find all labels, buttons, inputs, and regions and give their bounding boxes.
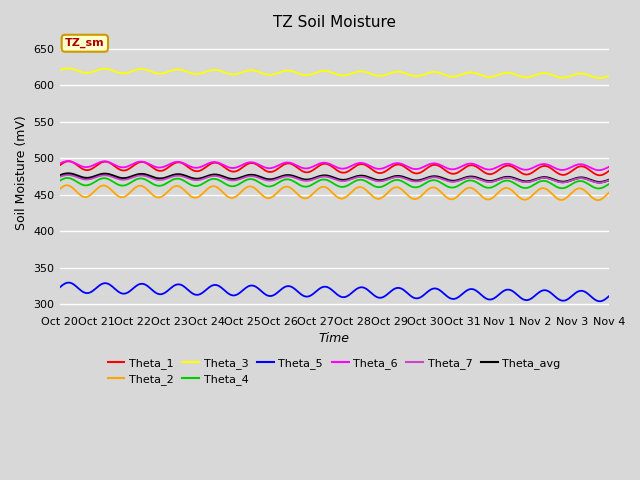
Theta_6 xyxy=(180,161,188,167)
Theta_7 xyxy=(234,177,241,183)
Theta_1 xyxy=(354,162,362,168)
Theta_1 xyxy=(234,168,241,174)
Theta_7 xyxy=(67,172,74,178)
Theta_2 xyxy=(84,193,92,199)
Theta_5 xyxy=(504,287,511,292)
Theta_avg xyxy=(180,173,188,179)
Theta_6 xyxy=(67,158,74,164)
Theta_4 xyxy=(56,178,63,184)
Theta_2 xyxy=(63,182,71,188)
Theta_6 xyxy=(605,164,612,170)
Line: Theta_6: Theta_6 xyxy=(60,161,609,170)
Theta_3 xyxy=(504,70,511,76)
Theta_1 xyxy=(180,161,188,167)
Theta_3 xyxy=(605,73,612,79)
Theta_2 xyxy=(180,187,188,193)
Line: Theta_2: Theta_2 xyxy=(60,185,609,200)
Theta_3 xyxy=(56,67,63,73)
Theta_4 xyxy=(504,178,511,183)
Theta_2 xyxy=(605,190,612,195)
Theta_3 xyxy=(354,69,362,74)
Theta_2 xyxy=(594,197,602,203)
Theta_3 xyxy=(64,65,72,71)
Theta_6 xyxy=(64,158,72,164)
Theta_avg xyxy=(67,171,74,177)
Theta_2 xyxy=(67,183,74,189)
Line: Theta_3: Theta_3 xyxy=(60,68,609,78)
Theta_6 xyxy=(595,168,603,173)
Text: TZ_sm: TZ_sm xyxy=(65,38,105,48)
Theta_avg xyxy=(56,173,63,179)
Theta_4 xyxy=(67,176,74,181)
Theta_4 xyxy=(63,175,71,181)
Theta_6 xyxy=(56,161,63,167)
Theta_1 xyxy=(605,168,612,174)
Theta_7 xyxy=(354,174,362,180)
Theta_4 xyxy=(84,182,92,188)
Theta_3 xyxy=(180,68,188,73)
Theta_5 xyxy=(596,299,604,304)
Theta_6 xyxy=(84,164,92,170)
Theta_7 xyxy=(84,177,92,182)
Theta_7 xyxy=(180,174,188,180)
Theta_5 xyxy=(65,280,72,286)
Theta_avg xyxy=(234,176,241,182)
Theta_1 xyxy=(596,172,604,178)
Theta_4 xyxy=(180,178,188,184)
Theta_4 xyxy=(234,182,241,188)
Theta_6 xyxy=(504,161,511,167)
Theta_2 xyxy=(234,192,241,198)
Theta_2 xyxy=(56,186,63,192)
Theta_1 xyxy=(65,158,72,164)
Theta_avg xyxy=(504,174,511,180)
Theta_7 xyxy=(64,172,72,178)
Theta_1 xyxy=(504,163,511,168)
Legend: Theta_1, Theta_2, Theta_3, Theta_4, Theta_5, Theta_6, Theta_7, Theta_avg: Theta_1, Theta_2, Theta_3, Theta_4, Thet… xyxy=(103,353,565,389)
Theta_7 xyxy=(605,178,612,183)
Theta_7 xyxy=(595,180,603,185)
Theta_5 xyxy=(56,285,63,290)
Theta_5 xyxy=(67,280,74,286)
Theta_3 xyxy=(234,71,241,77)
Line: Theta_4: Theta_4 xyxy=(60,178,609,189)
Theta_avg xyxy=(84,175,92,181)
Theta_5 xyxy=(605,293,612,299)
Theta_7 xyxy=(504,175,511,180)
Line: Theta_5: Theta_5 xyxy=(60,283,609,301)
Theta_5 xyxy=(180,284,188,289)
Theta_2 xyxy=(354,185,362,191)
Theta_avg xyxy=(605,177,612,183)
Theta_6 xyxy=(354,160,362,166)
Theta_avg xyxy=(596,180,604,185)
Theta_1 xyxy=(84,167,92,173)
Theta_3 xyxy=(84,70,92,76)
Theta_avg xyxy=(65,171,72,177)
Line: Theta_avg: Theta_avg xyxy=(60,174,609,182)
Theta_4 xyxy=(595,186,602,192)
Theta_4 xyxy=(354,177,362,183)
Theta_4 xyxy=(605,181,612,187)
X-axis label: Time: Time xyxy=(319,332,349,345)
Theta_6 xyxy=(234,164,241,170)
Line: Theta_7: Theta_7 xyxy=(60,175,609,182)
Theta_5 xyxy=(354,286,362,291)
Theta_7 xyxy=(56,174,63,180)
Theta_3 xyxy=(67,66,74,72)
Title: TZ Soil Moisture: TZ Soil Moisture xyxy=(273,15,396,30)
Theta_5 xyxy=(234,292,241,298)
Theta_2 xyxy=(504,185,511,191)
Line: Theta_1: Theta_1 xyxy=(60,161,609,175)
Theta_avg xyxy=(354,173,362,179)
Theta_3 xyxy=(595,75,603,81)
Theta_5 xyxy=(84,290,92,296)
Y-axis label: Soil Moisture (mV): Soil Moisture (mV) xyxy=(15,115,28,230)
Theta_1 xyxy=(67,158,74,164)
Theta_1 xyxy=(56,163,63,168)
